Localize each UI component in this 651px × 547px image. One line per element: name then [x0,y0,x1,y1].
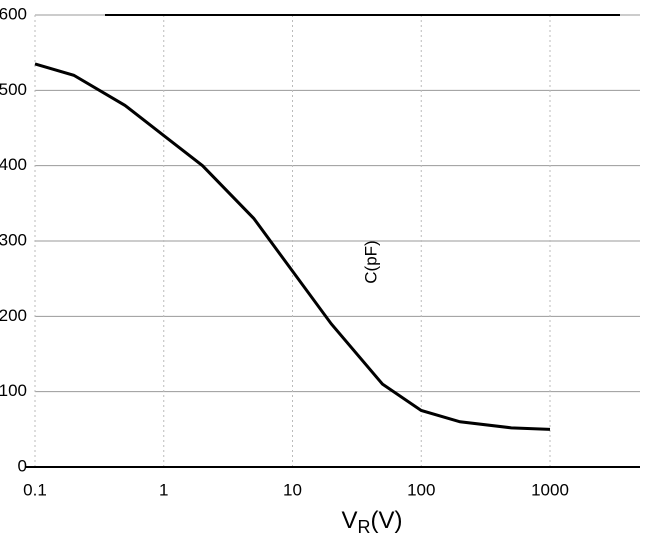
x-tick-label: 1000 [531,480,569,499]
x-tick-label: 10 [283,480,302,499]
y-tick-label: 0 [18,456,27,475]
x-label-sub: R [358,517,371,537]
y-tick-label: 400 [0,155,27,174]
data-line [34,62,551,431]
x-label-unit: (V) [371,507,403,534]
y-tick-label: 500 [0,80,27,99]
x-tick-label: 100 [407,480,435,499]
y-tick-label: 100 [0,381,27,400]
x-tick-label: 0.1 [23,480,47,499]
y-tick-label: 600 [0,4,27,23]
x-label-main: V [341,507,357,534]
y-axis-label: C(pF) [361,240,380,283]
y-tick-label: 300 [0,230,27,249]
x-tick-label: 1 [159,480,168,499]
x-axis-label: VR(V) [341,507,402,536]
y-tick-label: 200 [0,306,27,325]
